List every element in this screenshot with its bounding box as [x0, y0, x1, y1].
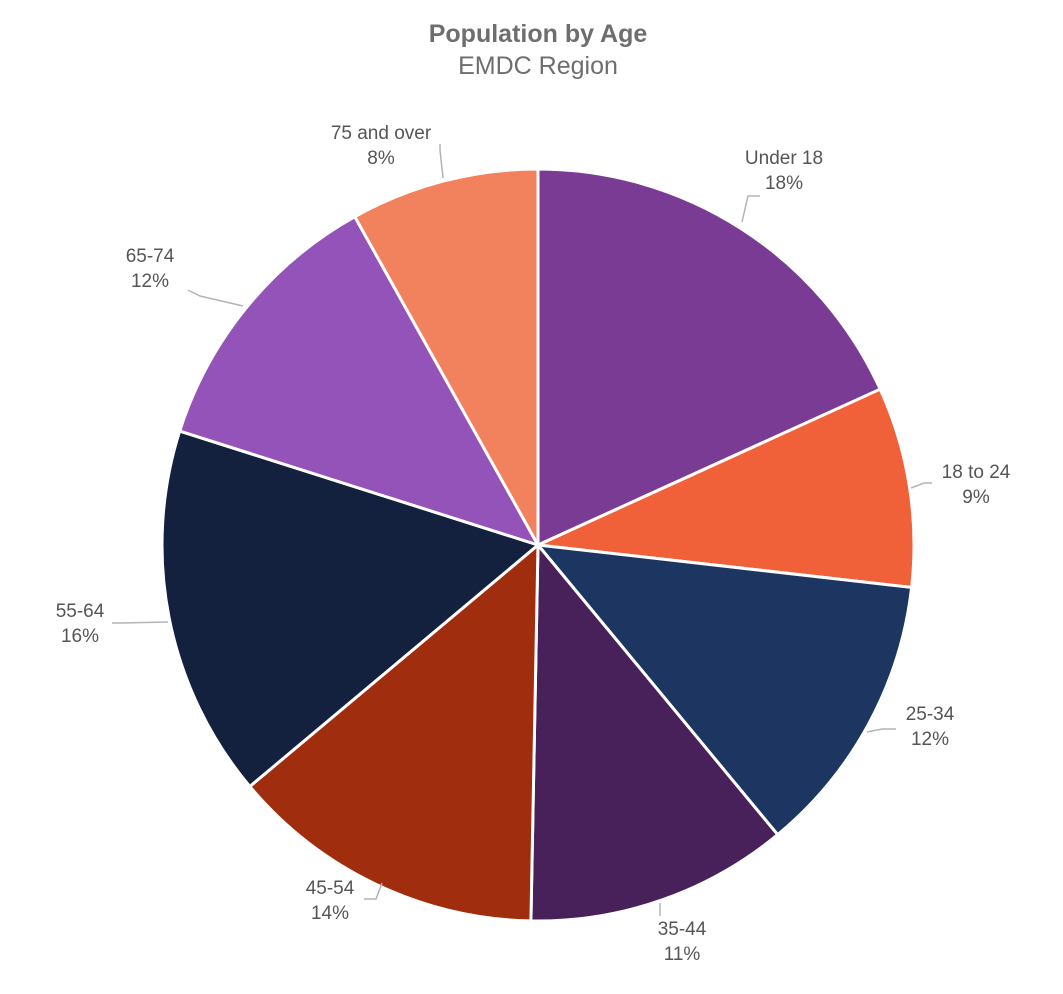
- slice-label-65-74: 65-74: [126, 246, 175, 267]
- slice-label-18-to-24: 18 to 24: [942, 462, 1011, 483]
- chart-subtitle: EMDC Region: [458, 52, 618, 80]
- leader-lines: [112, 144, 932, 916]
- slice-percent-25-34: 12%: [911, 729, 949, 750]
- slice-percent-under-18: 18%: [765, 173, 803, 194]
- slice-labels: Under 18 18% 18 to 24 9% 25-34 12% 35-44 11% 45-…: [56, 123, 1011, 965]
- slice-label-25-34: 25-34: [906, 704, 955, 725]
- leader-line-55-64: [112, 621, 169, 624]
- slice-label-under-18: Under 18: [745, 148, 823, 169]
- slice-percent-65-74: 12%: [131, 271, 169, 292]
- slice-label-45-54: 45-54: [306, 878, 355, 899]
- slice-label-35-44: 35-44: [658, 919, 707, 940]
- slice-18-to-24: [536, 387, 916, 589]
- leader-line-25-34: [866, 728, 896, 733]
- slice-under-18: [536, 167, 882, 547]
- slice-35-44: [529, 543, 780, 923]
- chart-title: Population by Age: [428, 20, 648, 48]
- leader-line-75-and-over: [439, 144, 444, 179]
- slice-label-75-and-over: 75 and over: [331, 123, 432, 144]
- leader-line-65-74: [187, 289, 244, 307]
- slice-25-34: [536, 543, 914, 837]
- slice-65-74: [178, 215, 540, 547]
- slice-percent-45-54: 14%: [311, 903, 349, 924]
- leader-line-under-18: [741, 195, 760, 223]
- slice-percent-55-64: 16%: [61, 626, 99, 647]
- leader-line-18-to-24: [910, 482, 932, 489]
- slice-label-55-64: 55-64: [56, 601, 105, 622]
- pie-slices: [160, 167, 916, 923]
- slice-percent-75-and-over: 8%: [367, 148, 395, 169]
- leader-line-45-54: [364, 882, 383, 900]
- slice-percent-35-44: 11%: [664, 944, 701, 965]
- slice-percent-18-to-24: 9%: [962, 487, 990, 508]
- slice-45-54: [248, 543, 540, 923]
- slice-75-and-over: [353, 167, 540, 547]
- slice-55-64: [160, 429, 540, 788]
